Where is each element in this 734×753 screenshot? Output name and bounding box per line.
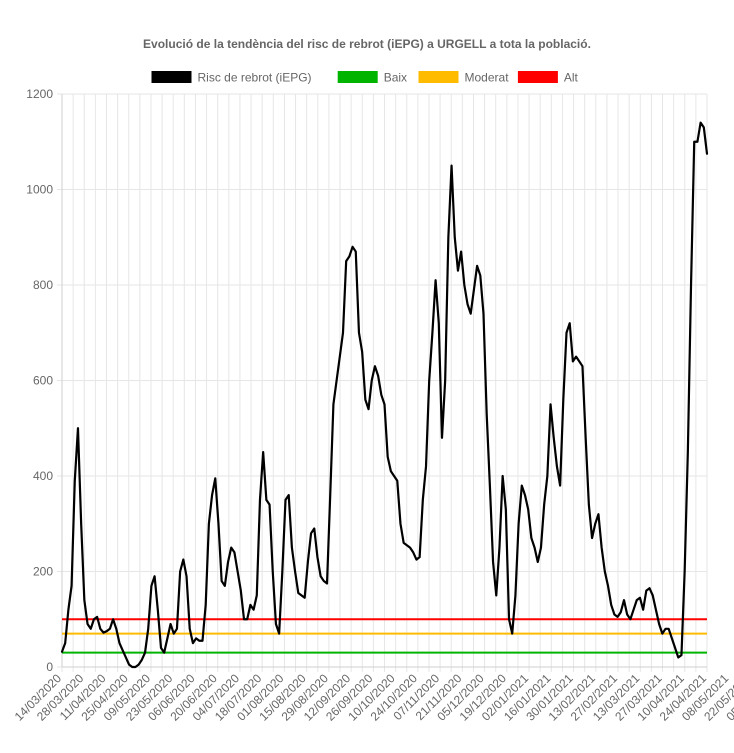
legend-label: Moderat [465, 71, 510, 85]
x-axis: 14/03/202028/03/202011/04/202025/04/2020… [12, 666, 734, 724]
legend-swatch [151, 71, 192, 83]
chart-title: Evolució de la tendència del risc de reb… [143, 37, 591, 51]
legend-item: Baix [337, 71, 407, 85]
y-tick-label: 200 [33, 565, 53, 579]
y-tick-label: 600 [33, 374, 53, 388]
y-tick-label: 1000 [26, 183, 53, 197]
legend-item: Alt [517, 71, 579, 85]
chart-grid [57, 93, 708, 672]
legend-label: Baix [384, 71, 407, 85]
y-tick-label: 0 [46, 660, 53, 674]
series-group [60, 121, 709, 669]
legend-swatch [517, 71, 558, 83]
legend-item: Risc de rebrot (iEPG) [151, 71, 312, 85]
legend-swatch [418, 71, 459, 83]
legend: Risc de rebrot (iEPG) Baix Moderat Alt [151, 71, 579, 85]
y-axis: 0 200 400 600 800 1000 1200 [26, 87, 63, 674]
series-line-risc-de-rebrot [60, 121, 709, 669]
y-tick-label: 1200 [26, 87, 53, 101]
legend-label: Risc de rebrot (iEPG) [198, 71, 312, 85]
legend-item: Moderat [418, 71, 510, 85]
y-tick-label: 400 [33, 469, 53, 483]
y-tick-label: 800 [33, 278, 53, 292]
legend-swatch [337, 71, 378, 83]
legend-label: Alt [564, 71, 579, 85]
